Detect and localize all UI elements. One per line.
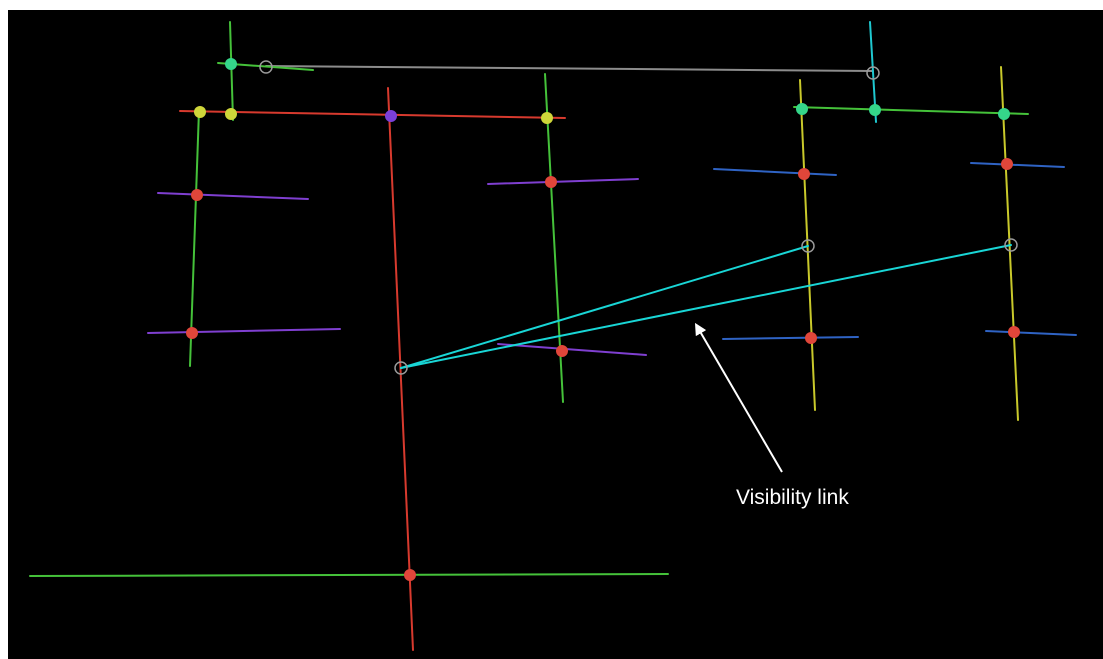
visibility-link-2 [401,245,1011,368]
purple-segment-left-upper [158,193,308,199]
node-purple [385,110,397,122]
green-segment-right-top [794,107,1028,114]
purple-segment-left-lower [148,329,340,333]
green-segment-bottom [30,574,668,576]
red-segment-top [180,111,565,118]
purple-segment-group [148,179,646,355]
purple-segment-middle-upper [488,179,638,184]
blue-segment-right-lower [986,331,1076,335]
open-node-group [260,61,1017,374]
arrow-icon [698,328,782,472]
node-red [1001,158,1013,170]
node-yellow [541,112,553,124]
visibility-link-1 [401,246,808,368]
red-segment-group [180,88,565,650]
gray-segment-group [266,66,873,71]
diagram-canvas: Visibility link [8,10,1103,659]
annotation-label: Visibility link [736,486,849,509]
node-red [805,332,817,344]
node-red [186,327,198,339]
blue-segment-right-upper [971,163,1064,167]
visibility-graph-diagram: Visibility link [8,10,1103,659]
node-red [798,168,810,180]
blue-segment-group [714,163,1076,339]
node-green [225,58,237,70]
node-red [1008,326,1020,338]
node-green [869,104,881,116]
blue-segment-left-lower [723,337,858,339]
node-red [404,569,416,581]
green-segment-vertical-left [230,22,233,120]
blue-segment-left-upper [714,169,836,175]
node-red [191,189,203,201]
node-green [998,108,1010,120]
purple-segment-middle-lower [498,344,646,355]
annotation-group: Visibility link [698,328,849,509]
yellow-segment-group [800,67,1018,420]
node-yellow [225,108,237,120]
node-green [796,103,808,115]
gray-segment-top [266,66,873,71]
node-yellow [194,106,206,118]
node-red [545,176,557,188]
red-segment-long-vertical [388,88,413,650]
node-group [186,58,1020,581]
visibility-link-group [401,245,1011,368]
node-red [556,345,568,357]
